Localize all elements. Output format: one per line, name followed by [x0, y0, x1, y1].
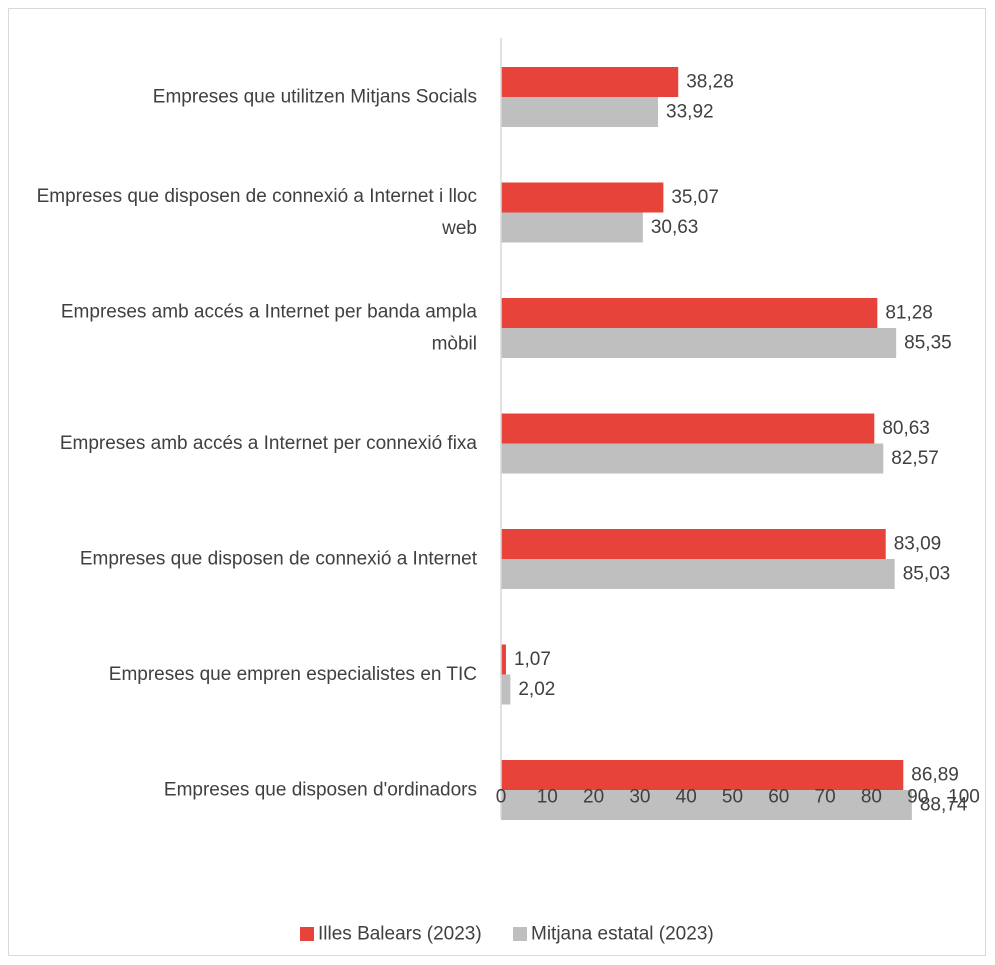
- x-tick-label: 100: [948, 787, 980, 808]
- category-label: Empreses que disposen d'ordinadors: [164, 780, 477, 801]
- data-label: 33,92: [666, 102, 714, 123]
- bar-illes-balears: [501, 67, 679, 97]
- x-tick-label: 40: [676, 787, 697, 808]
- data-label: 86,89: [911, 765, 959, 786]
- bar-illes-balears: [501, 760, 904, 790]
- x-tick-label: 60: [768, 787, 789, 808]
- bar-mitjana-estatal: [501, 328, 897, 358]
- bar-mitjana-estatal: [501, 97, 659, 127]
- bar-mitjana-estatal: [501, 790, 912, 820]
- data-label: 82,57: [891, 448, 939, 469]
- data-label: 38,28: [686, 72, 734, 93]
- bar-illes-balears: [501, 413, 875, 444]
- legend: Illes Balears (2023) Mitjana estatal (202…: [300, 924, 714, 945]
- data-label: 81,28: [885, 303, 933, 324]
- data-label: 80,63: [882, 418, 930, 439]
- bar-mitjana-estatal: [501, 674, 511, 705]
- bar-illes-balears: [501, 644, 506, 675]
- category-label: Empreses amb accés a Internet per banda …: [61, 302, 478, 323]
- legend-swatch: [300, 927, 314, 941]
- data-label: 35,07: [671, 187, 719, 208]
- category-label: mòbil: [432, 334, 477, 355]
- bar-illes-balears: [501, 298, 878, 328]
- bars: [501, 67, 912, 820]
- data-label: 88,74: [920, 795, 968, 816]
- category-label: Empreses que empren especialistes en TIC: [109, 664, 477, 685]
- legend-swatch: [513, 927, 527, 941]
- x-axis-ticks: 0 10 20 30 40 50 60 70 80 90 100: [496, 787, 980, 808]
- x-tick-label: 20: [583, 787, 604, 808]
- x-tick-label: 90: [907, 787, 928, 808]
- x-tick-label: 80: [861, 787, 882, 808]
- category-label: web: [441, 218, 477, 239]
- x-tick-label: 10: [537, 787, 558, 808]
- category-label: Empreses que utilitzen Mitjans Socials: [153, 87, 477, 108]
- legend-label: Illes Balears (2023): [318, 924, 482, 945]
- x-tick-label: 70: [815, 787, 836, 808]
- data-label: 85,35: [904, 333, 952, 354]
- category-label: Empreses que disposen de connexió a Inte…: [37, 186, 477, 207]
- x-tick-label: 30: [629, 787, 650, 808]
- data-label: 30,63: [651, 217, 699, 238]
- category-label: Empreses amb accés a Internet per connex…: [60, 433, 478, 454]
- data-label: 83,09: [894, 534, 942, 555]
- data-label: 1,07: [514, 649, 551, 670]
- data-label: 2,02: [518, 679, 555, 700]
- x-tick-label: 50: [722, 787, 743, 808]
- x-tick-label: 0: [496, 787, 507, 808]
- legend-label: Mitjana estatal (2023): [531, 924, 714, 945]
- bar-illes-balears: [501, 182, 664, 213]
- category-label: Empreses que disposen de connexió a Inte…: [80, 549, 478, 570]
- bar-mitjana-estatal: [501, 212, 643, 243]
- data-label: 85,03: [903, 564, 951, 585]
- value-labels: 38,28 33,92 35,07 30,63 81,28 85,35 80,63 82,57…: [514, 72, 968, 816]
- bar-mitjana-estatal: [501, 559, 895, 589]
- bar-illes-balears: [501, 529, 886, 559]
- category-labels: Empreses que utilitzen Mitjans Socials Em…: [37, 87, 478, 801]
- bar-mitjana-estatal: [501, 443, 884, 474]
